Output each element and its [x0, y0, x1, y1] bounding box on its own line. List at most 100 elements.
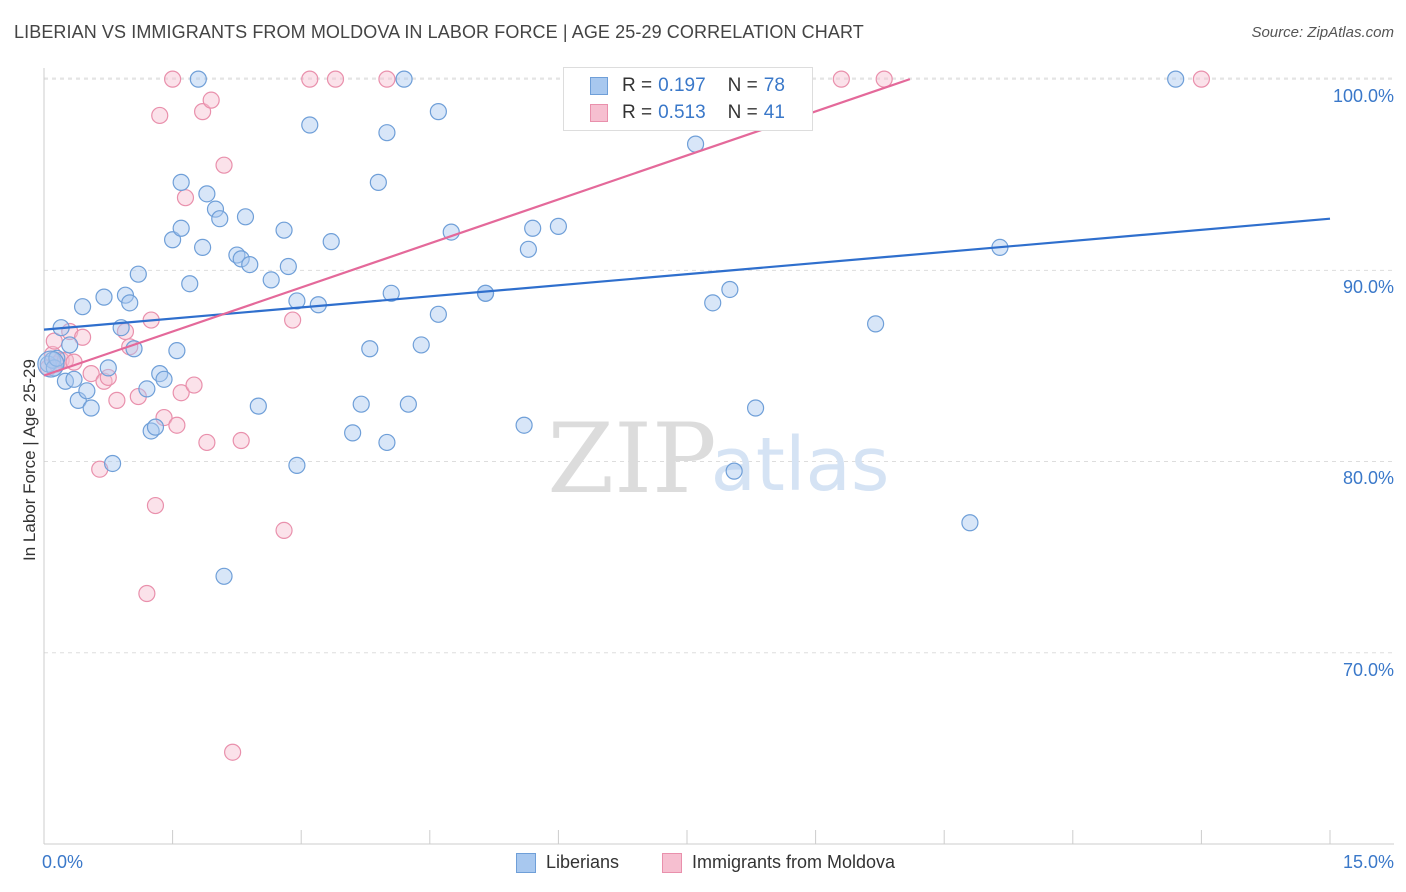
- liberian-point: [241, 256, 259, 274]
- liberian-point: [378, 124, 396, 142]
- source-label: Source: ZipAtlas.com: [1251, 24, 1394, 41]
- liberian-point: [206, 200, 225, 218]
- liberian-point: [549, 217, 568, 235]
- chart-title: LIBERIAN VS IMMIGRANTS FROM MOLDOVA IN L…: [14, 22, 864, 42]
- liberian-point: [215, 567, 233, 585]
- liberian-point: [69, 391, 87, 409]
- liberian-point: [172, 219, 190, 237]
- liberian-point: [275, 221, 293, 239]
- liberian-point: [378, 433, 396, 452]
- liberian-point: [129, 265, 147, 283]
- liberian-point: [249, 397, 267, 415]
- liberian-point: [78, 382, 96, 400]
- liberian-point: [399, 395, 417, 413]
- legend-item-liberians[interactable]: Liberians: [516, 852, 619, 873]
- liberian-point: [279, 257, 297, 276]
- legend-r-value: 0.197: [658, 75, 706, 96]
- liberian-point: [725, 462, 743, 480]
- liberian-point: [125, 340, 143, 358]
- legend-n-value: 41: [763, 102, 785, 123]
- moldova-point: [194, 103, 212, 121]
- liberian-point: [146, 418, 165, 436]
- legend-label-liberians: Liberians: [546, 852, 620, 872]
- liberian-point: [48, 349, 66, 367]
- liberian-point: [198, 185, 216, 203]
- liberian-points: [37, 70, 1185, 585]
- liberian-point: [211, 210, 229, 228]
- liberian-point: [442, 223, 460, 241]
- moldova-point: [172, 384, 190, 402]
- liberian-point: [476, 284, 495, 302]
- moldova-point: [224, 743, 242, 761]
- liberian-point: [395, 70, 413, 88]
- axes: [43, 68, 1394, 845]
- moldova-point: [73, 328, 92, 346]
- liberian-point: [746, 399, 765, 417]
- legend-label-moldova: Immigrants from Moldova: [692, 852, 896, 872]
- liberian-point: [867, 315, 885, 333]
- legend-item-moldova[interactable]: Immigrants from Moldova: [662, 852, 895, 873]
- liberian-point: [194, 238, 212, 256]
- liberian-point: [45, 359, 63, 377]
- moldova-point: [176, 189, 195, 207]
- liberian-point: [172, 173, 190, 191]
- moldova-point: [275, 521, 293, 540]
- liberian-point: [352, 395, 370, 413]
- moldova-point: [378, 70, 396, 88]
- liberian-point: [1167, 70, 1185, 88]
- moldova-point: [185, 376, 203, 394]
- moldova-point: [108, 391, 126, 409]
- y-tick-label-70: 70.0%: [1342, 660, 1394, 680]
- liberian-point: [429, 103, 447, 121]
- liberian-point: [168, 342, 186, 360]
- legend-n-value: 78: [763, 75, 785, 96]
- y-tick-label-90: 90.0%: [1342, 277, 1394, 297]
- series-legend: Liberians Immigrants from Moldova: [0, 852, 1406, 876]
- legend-row-liberians: R = 0.197 N = 78: [590, 74, 785, 98]
- liberian-point: [515, 416, 533, 434]
- liberian-point: [288, 456, 306, 474]
- legend-n-label: N =: [727, 75, 758, 96]
- liberian-point: [232, 250, 250, 268]
- moldova-point: [146, 496, 165, 515]
- legend-row-moldova: R = 0.513 N = 41: [590, 101, 785, 125]
- moldova-point: [155, 408, 173, 427]
- y-axis-label: In Labor Force | Age 25-29: [20, 359, 39, 561]
- moldova-point: [875, 70, 893, 88]
- legend-r-label: R =: [622, 75, 653, 96]
- watermark-atlas: atlas: [711, 422, 890, 508]
- liberian-point: [61, 336, 79, 354]
- liberian-point: [288, 292, 306, 310]
- liberian-point: [164, 231, 182, 249]
- y-tick-label-80: 80.0%: [1342, 468, 1394, 488]
- liberian-point: [65, 370, 83, 388]
- legend-r-label: R =: [622, 102, 653, 123]
- liberian-point: [519, 240, 537, 258]
- liberian-point: [369, 173, 387, 191]
- liberian-point: [301, 116, 319, 134]
- grid-lines: [44, 77, 1394, 654]
- liberian-point: [961, 514, 979, 532]
- moldova-point: [164, 70, 182, 88]
- liberian-point: [524, 219, 542, 237]
- liberian-point: [236, 208, 255, 226]
- liberian-point: [704, 294, 722, 312]
- liberian-point: [181, 275, 199, 293]
- moldova-point: [215, 156, 233, 174]
- moldova-point: [301, 70, 319, 88]
- liberian-point: [361, 340, 379, 358]
- legend-swatch-pink: [590, 104, 608, 122]
- liberian-point: [382, 284, 400, 302]
- moldova-point: [284, 311, 302, 329]
- liberian-point: [82, 399, 100, 417]
- moldova-point: [198, 433, 216, 452]
- legend-swatch-moldova: [662, 852, 682, 873]
- watermark: ZIP atlas: [547, 403, 889, 515]
- x-axis-min-label: 0.0%: [42, 852, 84, 872]
- legend-n-label: N =: [727, 102, 758, 123]
- watermark-zip: ZIP: [547, 403, 716, 515]
- liberian-point: [95, 288, 113, 306]
- liberian-point: [721, 280, 739, 299]
- moldova-point: [1192, 70, 1211, 88]
